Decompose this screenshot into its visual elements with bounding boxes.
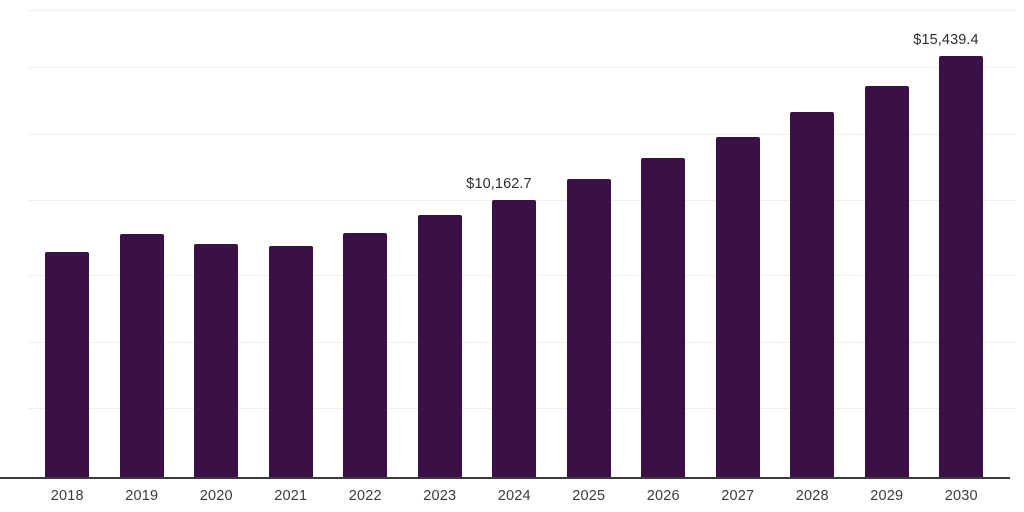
bar[interactable] <box>45 251 89 478</box>
bar[interactable] <box>566 178 611 478</box>
bar-group <box>30 0 105 478</box>
bar-group <box>403 0 478 478</box>
x-axis-tick-2028: 2028 <box>795 488 829 504</box>
bar-group <box>626 0 701 478</box>
bar-group <box>254 0 329 478</box>
bar[interactable] <box>119 233 164 478</box>
bar[interactable] <box>939 56 983 478</box>
bar-group: $10,162.7 <box>466 0 552 478</box>
x-axis-tick-2023: 2023 <box>423 488 457 504</box>
bar[interactable] <box>715 136 760 478</box>
gridline <box>28 134 1016 135</box>
gridline <box>28 10 1016 11</box>
bar[interactable] <box>492 200 536 478</box>
bar-group <box>179 0 254 478</box>
x-axis-tick-2025: 2025 <box>572 488 606 504</box>
bar-value-label: $15,439.4 <box>913 32 979 49</box>
x-axis-tick-2021: 2021 <box>274 488 308 504</box>
bar-group <box>105 0 180 478</box>
bars-layer: $10,162.7 $15,439.4 <box>30 0 999 478</box>
bar-group <box>552 0 627 478</box>
x-axis-tick-2026: 2026 <box>646 488 680 504</box>
bar[interactable] <box>343 232 387 478</box>
x-axis-tick-2022: 2022 <box>348 488 382 504</box>
bar[interactable] <box>194 243 238 478</box>
bar[interactable] <box>417 214 462 478</box>
bar[interactable] <box>864 85 909 478</box>
x-axis-tick-2020: 2020 <box>199 488 233 504</box>
x-axis-tick-labels: 2018 2019 2020 2021 2022 2023 2024 2025 2026 2027… <box>0 478 1024 512</box>
plot-area: $10,162.7 $15,439.4 <box>0 0 1016 479</box>
x-axis-tick-2030: 2030 <box>944 488 978 504</box>
x-axis-tick-2018: 2018 <box>50 488 84 504</box>
bar-group <box>850 0 925 478</box>
bar-value-label: $10,162.7 <box>466 176 532 193</box>
bar[interactable] <box>790 112 834 478</box>
bar-group: $15,439.4 <box>913 0 999 478</box>
x-axis-tick-2019: 2019 <box>125 488 159 504</box>
x-axis-tick-2029: 2029 <box>870 488 904 504</box>
x-axis-tick-2024: 2024 <box>497 488 531 504</box>
bar[interactable] <box>268 245 313 478</box>
gridline <box>28 67 1016 68</box>
bar-group <box>328 0 403 478</box>
bar-group <box>701 0 776 478</box>
bar-group <box>775 0 850 478</box>
x-axis-tick-2027: 2027 <box>721 488 755 504</box>
x-axis-line <box>0 477 1010 479</box>
bar[interactable] <box>641 157 685 478</box>
